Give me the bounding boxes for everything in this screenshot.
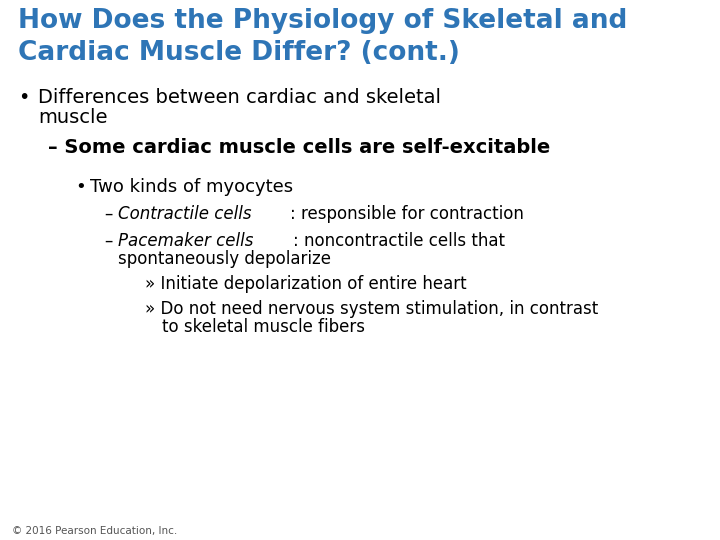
Text: Contractile cells: Contractile cells [118,205,251,223]
Text: spontaneously depolarize: spontaneously depolarize [118,250,331,268]
Text: Differences between cardiac and skeletal: Differences between cardiac and skeletal [38,88,441,107]
Text: to skeletal muscle fibers: to skeletal muscle fibers [162,318,365,336]
Text: – Some cardiac muscle cells are self-excitable: – Some cardiac muscle cells are self-exc… [48,138,550,157]
Text: Pacemaker cells: Pacemaker cells [118,232,253,250]
Text: –: – [105,205,119,223]
Text: •: • [75,178,86,196]
Text: How Does the Physiology of Skeletal and: How Does the Physiology of Skeletal and [18,8,627,34]
Text: » Do not need nervous system stimulation, in contrast: » Do not need nervous system stimulation… [145,300,598,318]
Text: : responsible for contraction: : responsible for contraction [290,205,524,223]
Text: © 2016 Pearson Education, Inc.: © 2016 Pearson Education, Inc. [12,526,177,536]
Text: –: – [105,232,119,250]
Text: Two kinds of myocytes: Two kinds of myocytes [90,178,293,196]
Text: muscle: muscle [38,108,107,127]
Text: •: • [18,88,30,107]
Text: : noncontractile cells that: : noncontractile cells that [292,232,505,250]
Text: » Initiate depolarization of entire heart: » Initiate depolarization of entire hear… [145,275,467,293]
Text: Cardiac Muscle Differ? (cont.): Cardiac Muscle Differ? (cont.) [18,40,460,66]
